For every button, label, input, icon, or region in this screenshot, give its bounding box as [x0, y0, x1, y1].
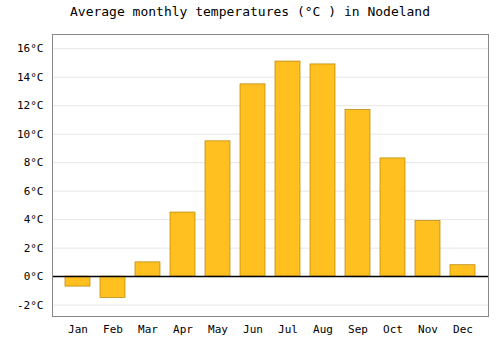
svg-text:4°C: 4°C — [24, 213, 44, 226]
svg-text:-2°C: -2°C — [17, 299, 44, 312]
svg-text:Mar: Mar — [138, 323, 158, 336]
svg-text:Feb: Feb — [103, 323, 123, 336]
svg-text:6°C: 6°C — [24, 185, 44, 198]
svg-text:May: May — [208, 323, 228, 336]
svg-text:Nov: Nov — [418, 323, 438, 336]
svg-text:Oct: Oct — [383, 323, 403, 336]
svg-text:10°C: 10°C — [17, 128, 44, 141]
svg-text:Jun: Jun — [243, 323, 263, 336]
svg-text:Jan: Jan — [68, 323, 88, 336]
svg-text:Dec: Dec — [453, 323, 473, 336]
svg-text:12°C: 12°C — [17, 99, 44, 112]
svg-text:Jul: Jul — [278, 323, 298, 336]
svg-text:14°C: 14°C — [17, 71, 44, 84]
svg-text:Sep: Sep — [348, 323, 368, 336]
html-text:Average monthly temperatures (: Average monthly temperatures (°C ) in No… — [70, 4, 430, 19]
svg-text:8°C: 8°C — [24, 156, 44, 169]
svg-text:2°C: 2°C — [24, 242, 44, 255]
svg-text:Aug: Aug — [313, 323, 333, 336]
svg-text:0°C: 0°C — [24, 270, 44, 283]
svg-text:Apr: Apr — [173, 323, 193, 336]
svg-text:16°C: 16°C — [17, 42, 44, 55]
